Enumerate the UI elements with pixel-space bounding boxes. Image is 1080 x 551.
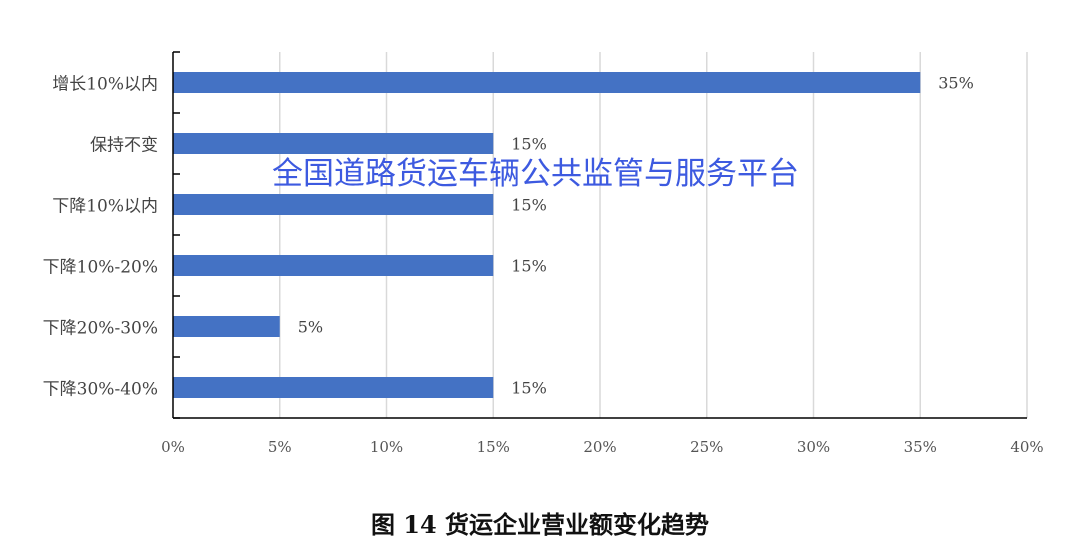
x-tick-label: 35% <box>904 438 937 456</box>
y-category-label: 下降10%以内 <box>52 197 158 217</box>
data-label: 15% <box>511 196 547 215</box>
x-tick-label: 40% <box>1010 438 1043 456</box>
data-label: 15% <box>511 135 547 154</box>
bar <box>173 72 921 93</box>
bar <box>173 133 494 154</box>
bar <box>173 316 280 337</box>
y-category-label: 下降30%-40% <box>43 380 158 400</box>
data-label: 35% <box>938 74 974 93</box>
y-category-label: 保持不变 <box>90 136 158 156</box>
x-tick-label: 30% <box>797 438 830 456</box>
watermark: 全国道路货运车辆公共监管与服务平台 <box>272 156 799 192</box>
x-tick-label: 15% <box>477 438 510 456</box>
x-tick-label: 5% <box>268 438 292 456</box>
bar <box>173 194 494 215</box>
data-label: 5% <box>298 318 323 337</box>
y-category-label: 下降20%-30% <box>43 319 158 339</box>
bar <box>173 377 494 398</box>
x-tick-label: 25% <box>690 438 723 456</box>
y-category-label: 下降10%-20% <box>43 258 158 278</box>
y-category-label: 增长10%以内 <box>52 75 158 95</box>
bar <box>173 255 494 276</box>
data-label: 15% <box>511 257 547 276</box>
x-tick-label: 20% <box>583 438 616 456</box>
figure-caption: 图 14 货运企业营业额变化趋势 <box>370 510 710 539</box>
data-label: 15% <box>511 379 547 398</box>
x-tick-label: 10% <box>370 438 403 456</box>
x-tick-label: 0% <box>161 438 185 456</box>
